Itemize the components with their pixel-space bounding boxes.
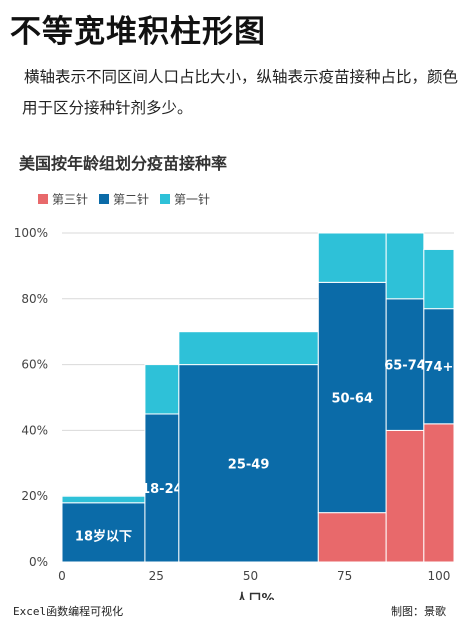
bar-segment-second-dose — [178, 364, 319, 563]
x-tick-label: 100 — [427, 569, 450, 583]
legend-label: 第一针 — [174, 192, 210, 207]
bar-segment-second-dose — [385, 298, 425, 431]
group-label: 65-74 — [384, 359, 426, 374]
y-tick-label: 80% — [21, 292, 48, 306]
bar-segment-third-dose — [385, 429, 425, 563]
group-label: 25-49 — [228, 457, 270, 472]
x-tick-label: 25 — [149, 569, 164, 583]
bar-segment-first-dose — [144, 364, 180, 415]
group-label: 74+ — [424, 360, 453, 375]
y-tick-label: 20% — [21, 489, 48, 503]
legend-swatch — [38, 194, 48, 204]
x-tick-label: 75 — [337, 569, 352, 583]
bar-segment-third-dose — [423, 423, 455, 563]
legend-swatch — [99, 194, 109, 204]
bar-segment-second-dose — [61, 502, 146, 563]
legend-label: 第三针 — [52, 192, 88, 207]
footer-credit-left: Excel函数编程可视化 — [13, 605, 124, 618]
bar-segment-second-dose — [423, 308, 455, 425]
y-tick-label: 100% — [14, 226, 48, 240]
legend-label: 第二针 — [113, 192, 149, 207]
group-label: 18-24 — [141, 482, 183, 497]
vaccination-marimekko-chart: 0% 20% 40% 60% 80% 100% 0 25 50 75 100 人口% 第三针 第二针 第一针… — [14, 192, 455, 600]
bar-segment-first-dose — [178, 331, 319, 366]
group-label: 50-64 — [331, 392, 373, 407]
group-label: 18岁以下 — [75, 528, 132, 544]
page-title: 不等宽堆积柱形图 — [10, 14, 266, 50]
x-axis-label: 人口% — [235, 591, 274, 600]
bar-segment-first-dose — [61, 495, 146, 504]
bar-segment-first-dose — [317, 232, 387, 283]
x-tick-label: 50 — [243, 569, 258, 583]
y-tick-label: 0% — [29, 555, 48, 569]
bar-segment-first-dose — [423, 248, 455, 310]
legend-swatch — [160, 194, 170, 204]
bar-segment-third-dose — [317, 512, 387, 563]
chart-title: 美国按年龄组划分疫苗接种率 — [19, 154, 228, 173]
description-text: 横轴表示不同区间人口占比大小，纵轴表示疫苗接种占比，颜色用于区分接种针剂多少。 — [22, 68, 459, 117]
bar-segment-first-dose — [385, 232, 425, 300]
y-tick-label: 60% — [21, 358, 48, 372]
footer-credit-right: 制图：景歌 — [391, 605, 446, 618]
x-tick-label: 0 — [58, 569, 66, 583]
y-tick-label: 40% — [21, 423, 48, 437]
